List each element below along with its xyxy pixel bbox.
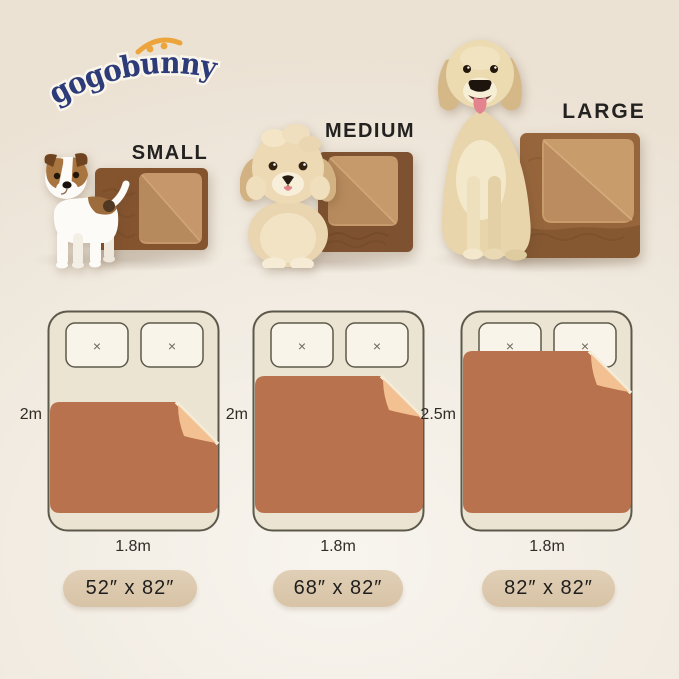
dog-nose — [468, 80, 492, 92]
dog-eye — [53, 172, 61, 180]
pillow — [345, 322, 409, 368]
dog-eye — [72, 171, 80, 179]
dog-nose — [62, 181, 72, 189]
bed-length-medium: 2m — [225, 406, 248, 423]
pillow-mark: × — [373, 338, 381, 354]
bed-diagram-medium: × × — [252, 310, 425, 532]
blanket-fold-corner — [591, 354, 629, 392]
size-label-large: LARGE — [562, 100, 646, 123]
logo-dot — [146, 45, 154, 53]
bed-length-small: 2m — [19, 406, 42, 423]
blanket-size-pill-small: 52″ x 82″ — [63, 570, 197, 607]
pillow-mark: × — [298, 338, 306, 354]
bed-diagram-small: × × — [47, 310, 220, 532]
bed-width-large: 1.8m — [529, 538, 565, 555]
pillow — [65, 322, 129, 368]
dog-tongue — [473, 97, 487, 114]
blanket-size-pill-large: 82″ x 82″ — [482, 570, 615, 607]
logo-o-counter — [87, 78, 97, 88]
logo-arc-ornament — [135, 37, 183, 55]
svg-text:gogobunny: gogobunny — [46, 46, 221, 112]
pillow — [140, 322, 204, 368]
logo-o-counter — [117, 67, 127, 77]
dog-eye — [298, 161, 308, 171]
pillow-mark: × — [93, 338, 101, 354]
logo-text: gogobunny — [46, 44, 225, 115]
brand-logo: gogobunny — [46, 37, 225, 114]
size-label-medium: MEDIUM — [324, 120, 416, 142]
dog-eye — [268, 161, 278, 171]
small-dog-jack-russell — [44, 153, 130, 269]
bed-width-small: 1.8m — [115, 538, 151, 555]
bed-length-large: 2.5m — [420, 406, 456, 423]
blanket-diagram — [50, 402, 218, 513]
dog-tongue — [284, 186, 292, 191]
blanket-size-pill-medium: 68″ x 82″ — [273, 570, 403, 607]
pillow-mark: × — [581, 338, 589, 354]
pillow — [270, 322, 334, 368]
blanket-fold-corner — [178, 405, 216, 443]
dog-ear — [75, 153, 88, 167]
logo-dot — [160, 42, 168, 50]
bed-width-medium: 1.8m — [320, 538, 356, 555]
medium-blanket-photo — [318, 152, 413, 252]
dog-eye — [463, 65, 471, 73]
dog-ear — [44, 154, 57, 167]
pillow-mark: × — [506, 338, 514, 354]
blanket-diagram — [463, 351, 631, 513]
dog-nose — [282, 175, 294, 185]
size-label-small: SMALL — [131, 142, 209, 164]
large-dog-golden-retriever — [438, 40, 531, 261]
bed-diagram-large: × × — [460, 310, 633, 532]
large-blanket-photo — [520, 133, 640, 258]
blanket-fold-corner — [383, 379, 421, 417]
blanket-diagram — [255, 376, 423, 513]
dog-eye — [490, 65, 498, 73]
pillow-mark: × — [168, 338, 176, 354]
medium-dog-fluffy-puppy — [240, 124, 336, 268]
